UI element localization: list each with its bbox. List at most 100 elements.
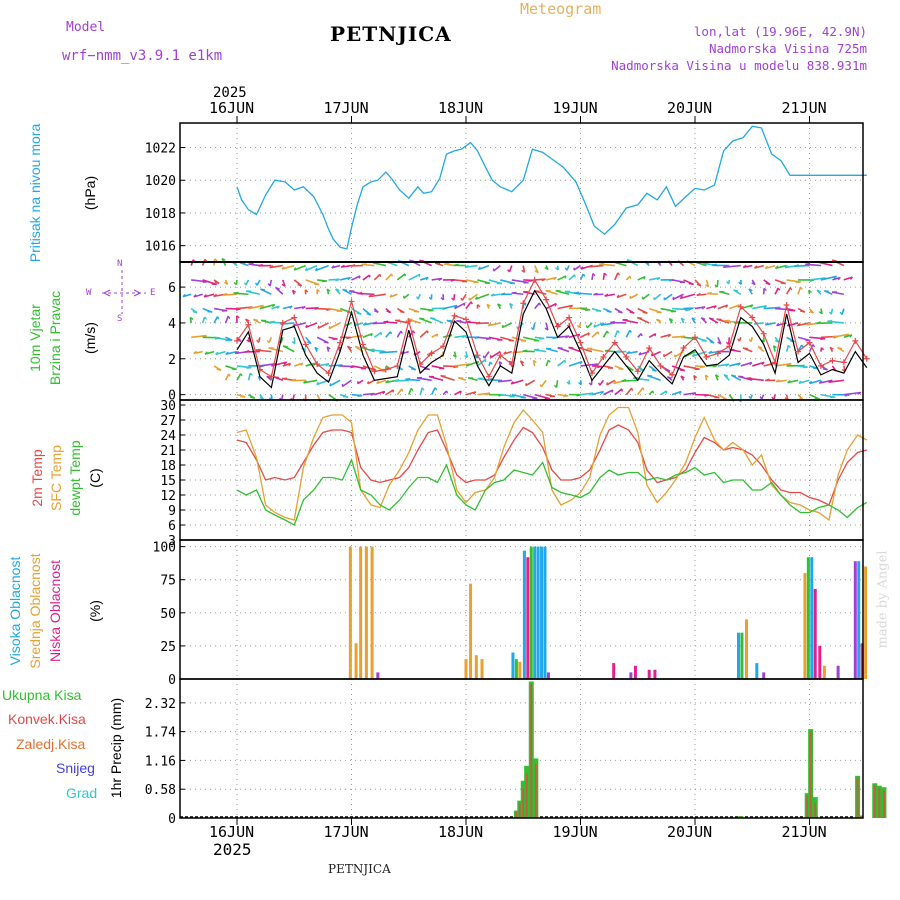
wind-arrow xyxy=(663,293,673,301)
wind-arrow-head xyxy=(292,289,297,293)
model-label: Model xyxy=(66,20,106,35)
wind-arrow xyxy=(185,376,191,381)
wind-arrow-head xyxy=(731,374,737,377)
wind-arrow-head xyxy=(366,312,372,316)
wind-gust-marker xyxy=(749,314,756,321)
wind-arrow-head xyxy=(400,330,403,334)
wind-arrow-head xyxy=(585,325,588,328)
wind-arrow-head xyxy=(733,289,739,292)
wind-arrow xyxy=(271,305,280,310)
cloud-bar xyxy=(348,546,352,679)
wind-gust-marker xyxy=(669,371,676,378)
date-label: 19JUN xyxy=(552,99,598,117)
wind-arrow-head xyxy=(774,339,780,343)
y-tick-label: 2 xyxy=(168,353,176,368)
precip-conv-bar xyxy=(534,763,537,818)
wind-arrow-head xyxy=(428,296,432,300)
wind-arrow-head xyxy=(656,277,661,281)
wind-arrow-head xyxy=(606,330,610,334)
wind-arrow-head xyxy=(642,387,645,391)
wind-arrow xyxy=(660,390,667,396)
legend-snow: Snijeg xyxy=(56,760,95,776)
wind-arrow-head xyxy=(725,341,730,345)
wind-arrow xyxy=(493,264,501,272)
wind-arrow xyxy=(723,264,741,269)
wind-arrow-head xyxy=(507,269,510,273)
wind-arrow-head xyxy=(370,333,373,337)
wind-gust-marker xyxy=(611,339,618,346)
wind-arrow xyxy=(203,366,206,371)
wind-arrow-head xyxy=(763,287,767,291)
cloud-bar xyxy=(629,672,633,679)
y-tick-label: 0 xyxy=(168,389,176,404)
model-elevation: Nadmorska Visina u modelu 838.931m xyxy=(611,58,867,73)
wind-arrow-head xyxy=(603,272,608,276)
wind-gust-marker xyxy=(772,359,779,366)
wind-gust-marker xyxy=(245,321,252,328)
wind-arrow xyxy=(785,287,792,295)
wind-arrow xyxy=(705,279,710,287)
wind-arrow-head xyxy=(470,301,473,305)
temp-line-2 xyxy=(236,458,868,526)
wind-arrow-head xyxy=(617,272,621,276)
wind-arrow xyxy=(247,372,252,381)
wind-arrow xyxy=(257,337,261,343)
wind-arrow-head xyxy=(276,305,280,309)
wind-arrow xyxy=(351,275,361,281)
wind-gust-marker xyxy=(623,353,630,360)
wind-arrow-head xyxy=(775,379,780,383)
wind-arrow-head xyxy=(452,354,457,358)
wind-arrow xyxy=(362,274,371,281)
wind-arrow-head xyxy=(503,351,507,355)
wind-arrow-head xyxy=(796,322,801,327)
top-year-label: 2025 xyxy=(213,85,247,101)
wind-gust-marker xyxy=(508,361,515,368)
wind-arrow-head xyxy=(606,310,612,313)
wind-arrow-head xyxy=(497,303,502,307)
wind-arrow-head xyxy=(679,369,685,372)
y-tick-label: 0.58 xyxy=(145,783,176,798)
wind-arrow-head xyxy=(818,380,823,384)
wind-arrow xyxy=(580,392,594,396)
wind-arrow-head xyxy=(316,381,319,385)
wind-arrow xyxy=(259,362,277,367)
cloud-bar xyxy=(359,546,363,679)
wind-arrow xyxy=(603,389,614,396)
wind-arrow-head xyxy=(691,317,696,321)
wind-arrow xyxy=(614,330,619,338)
wind-arrow-head xyxy=(588,382,592,386)
wind-arrow-head xyxy=(369,348,375,351)
wind-arrow-head xyxy=(828,311,832,315)
wind-arrow-head xyxy=(534,270,539,274)
wind-arrow-head xyxy=(651,369,657,372)
wind-gust-marker xyxy=(600,353,607,360)
wind-arrow-head xyxy=(460,297,463,301)
wind-arrow xyxy=(683,392,696,396)
wind-arrow-head xyxy=(214,281,220,285)
wind-arrow-head xyxy=(300,362,304,366)
cloud-bar xyxy=(364,546,368,679)
wind-arrow-head xyxy=(382,391,386,395)
wind-arrow-head xyxy=(806,322,811,326)
wind-arrow xyxy=(510,379,524,385)
wind-arrow xyxy=(442,390,448,396)
wind-arrow-head xyxy=(554,303,557,307)
wind-arrow-head xyxy=(578,382,582,386)
wind-arrow xyxy=(642,293,650,300)
wind-arrow-head xyxy=(289,305,293,309)
wind-arrow xyxy=(454,302,466,310)
wind-gust-marker xyxy=(588,370,595,377)
wind-arrow-head xyxy=(269,265,274,269)
wind-arrow xyxy=(408,273,421,281)
wind-arrow-head xyxy=(207,310,213,313)
wind-arrow-head xyxy=(761,339,765,343)
wind-arrow-head xyxy=(688,282,694,286)
wind-arrow xyxy=(191,366,192,370)
wind-arrow-head xyxy=(667,334,672,338)
wind-arrow-head xyxy=(293,267,297,271)
wind-arrow-head xyxy=(357,394,363,397)
wind-arrow-head xyxy=(598,382,601,386)
wind-arrow xyxy=(419,330,428,338)
wind-arrow-head xyxy=(490,293,495,297)
wind-gust-marker xyxy=(634,368,641,375)
